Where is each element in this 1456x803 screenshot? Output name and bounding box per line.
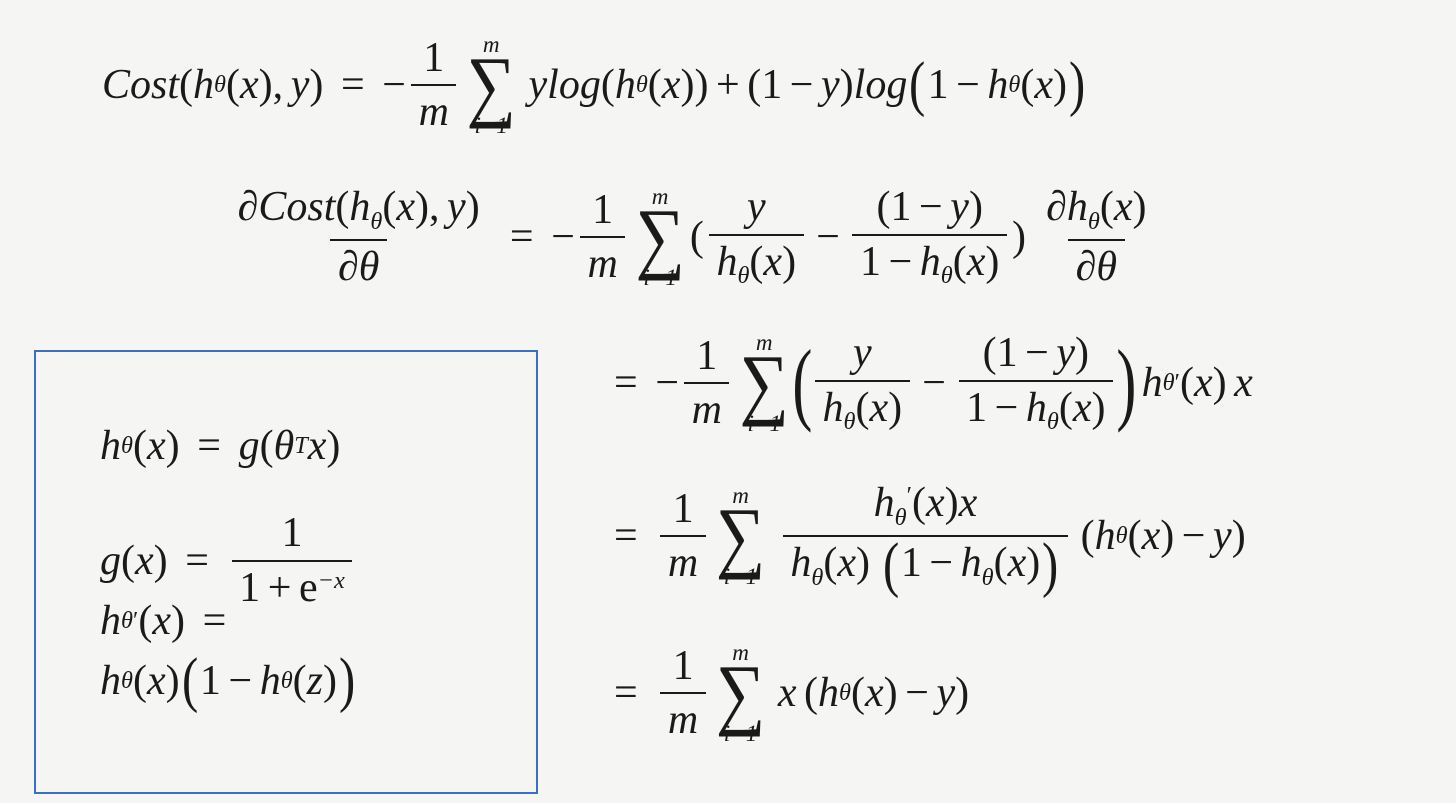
eq-step3: = − 1 m m ∑ i=1 ( y hθ(x) − (1−y) 1−hθ(x…	[614, 330, 1253, 436]
lpar5: (	[747, 64, 761, 106]
eq-cost: Cost ( hθ (x) , y ) = − 1 m m ∑ i=1 y lo…	[102, 32, 1087, 138]
frac-1y-1h-3: (1−y) 1−hθ(x)	[959, 330, 1114, 436]
h: h	[193, 64, 214, 106]
one2: 1	[761, 64, 782, 106]
dh-num: ∂hθ(x)	[1039, 184, 1154, 239]
th3: θ	[1008, 73, 1020, 97]
x3: x	[1034, 64, 1053, 106]
plus: +	[716, 64, 740, 106]
eq-dcost-dtheta: ∂Cost(hθ(x),y) ∂θ = − 1 m m ∑ i=1 ( y hθ…	[225, 184, 1159, 290]
equals: =	[341, 64, 365, 106]
sum-3: m ∑ i=1	[740, 330, 789, 436]
frac-1m-4: 1 m	[660, 486, 705, 587]
log: log	[547, 64, 601, 106]
frac-sigmoid: 1 1+e−x	[232, 510, 353, 611]
comma: ,	[273, 64, 284, 106]
neg: −	[382, 64, 406, 106]
frac-dcost: ∂Cost(hθ(x),y) ∂θ	[230, 184, 487, 290]
sigmoid-den: 1+e−x	[232, 560, 353, 612]
rpar2: )	[309, 64, 323, 106]
one3: 1	[928, 64, 949, 106]
den-h: hθ(x)	[709, 234, 804, 291]
dcost-num: ∂Cost(hθ(x),y)	[230, 184, 487, 239]
frac-1m-2: 1 m	[580, 187, 625, 288]
dh-den: ∂θ	[1068, 239, 1125, 291]
frac-hprime-hh: hθ′(x)x hθ(x) (1−hθ(x))	[783, 480, 1068, 592]
sum-4: m ∑ i=1	[716, 483, 765, 589]
frac-y-h: y hθ(x)	[709, 184, 804, 290]
hpx-num: hθ′(x)x	[866, 480, 985, 535]
frac-1m-5: 1 m	[660, 643, 705, 744]
rpar3: )	[680, 64, 694, 106]
box-g-def: g(x) = 1 1+e−x	[100, 510, 357, 611]
rpar4: )	[694, 64, 708, 106]
rpar: )	[259, 64, 273, 106]
frac-1y-1h: (1−y) 1−hθ(x)	[852, 184, 1007, 290]
num-1y: (1−y)	[869, 184, 991, 234]
y: y	[291, 64, 310, 106]
sum-5: m ∑ i=1	[716, 640, 765, 746]
eq-step4: = 1 m m ∑ i=1 hθ′(x)x hθ(x) (1−hθ(x)) (h…	[614, 480, 1246, 592]
hh-den: hθ(x) (1−hθ(x))	[783, 535, 1068, 593]
box-hprime-label: hθ′(x) =	[100, 600, 226, 642]
x2: x	[662, 64, 681, 106]
h2: h	[615, 64, 636, 106]
minus2: −	[790, 64, 814, 106]
math-derivation-page: Cost ( hθ (x) , y ) = − 1 m m ∑ i=1 y lo…	[0, 0, 1456, 803]
frac-1-m: 1 m	[411, 35, 456, 136]
lpar2: (	[226, 64, 240, 106]
log2: log	[854, 64, 908, 106]
cost-label: Cost	[102, 64, 179, 106]
lbig: (	[909, 59, 925, 111]
box-h-def: hθ(x) = g(θTx)	[100, 425, 340, 467]
den-1h: 1−hθ(x)	[852, 234, 1007, 291]
lpar: (	[179, 64, 193, 106]
th2: θ	[636, 73, 648, 97]
minus3: −	[956, 64, 980, 106]
frac-dh-dtheta: ∂hθ(x) ∂θ	[1039, 184, 1154, 290]
sigma: ∑	[467, 53, 516, 117]
sum-1: m ∑ i=1	[467, 32, 516, 138]
frac-y-h-3: y hθ(x)	[815, 330, 910, 436]
rpar5: )	[840, 64, 854, 106]
y2: y	[529, 64, 548, 106]
frac-1m-3: 1 m	[684, 333, 729, 434]
rbig: )	[1069, 59, 1085, 111]
rpar6: )	[1053, 64, 1067, 106]
dcost-den: ∂θ	[330, 239, 387, 291]
lpar6: (	[1020, 64, 1034, 106]
theta-sub: θ	[214, 73, 226, 97]
x: x	[240, 64, 259, 106]
den-m: m	[411, 84, 456, 136]
lpar3: (	[601, 64, 615, 106]
eq-step5: = 1 m m ∑ i=1 x (hθ(x)−y)	[614, 640, 969, 746]
y3: y	[821, 64, 840, 106]
sum-2: m ∑ i=1	[635, 184, 684, 290]
h3: h	[987, 64, 1008, 106]
box-hprime-def: hθ(x) (1− hθ(z) )	[100, 655, 357, 707]
num-1: 1	[416, 35, 452, 85]
lpar4: (	[648, 64, 662, 106]
